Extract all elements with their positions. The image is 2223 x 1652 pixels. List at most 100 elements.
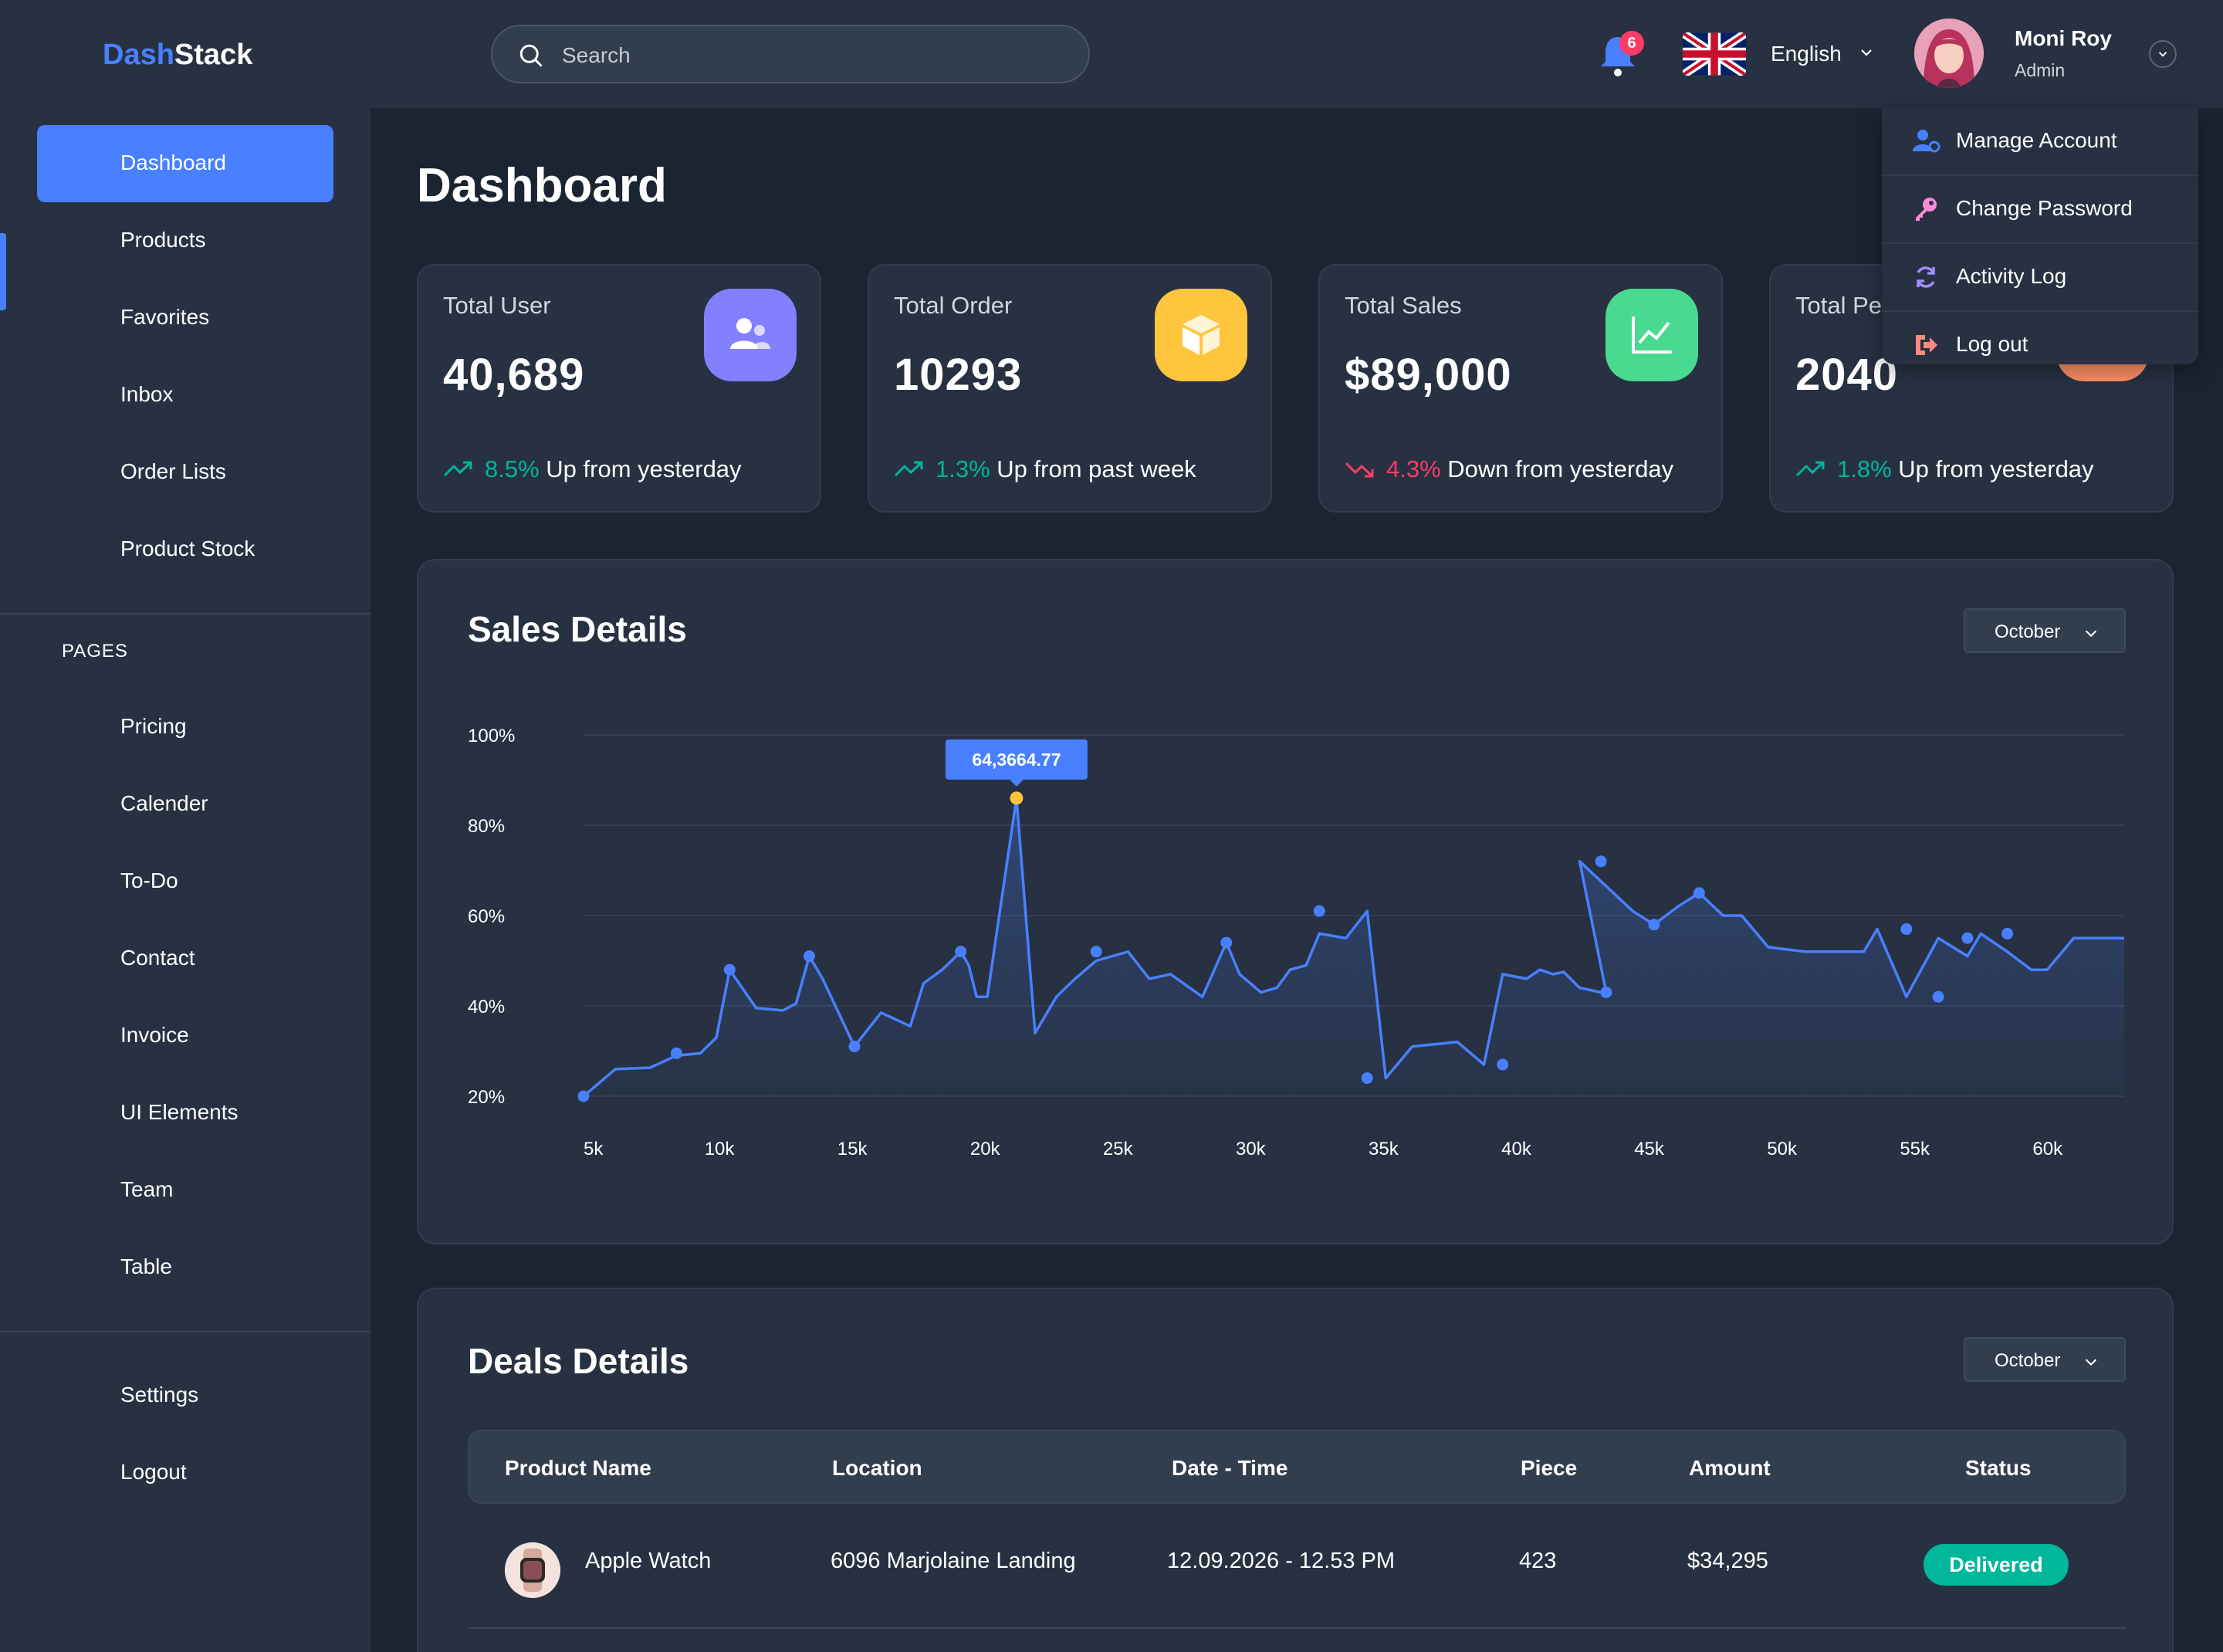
data-point [955,946,967,958]
data-point [1961,932,1974,944]
data-point [1220,936,1233,949]
sidebar-item-invoice[interactable]: Invoice [37,997,333,1075]
sidebar-item-pricing[interactable]: Pricing [37,689,333,766]
card-value: 2040 [1795,350,1899,400]
menu-item-activity-log[interactable]: Activity Log [1882,244,2198,312]
trending-up-icon [1795,461,1825,477]
menu-item-label: Log out [1956,332,2028,356]
uk-flag-icon[interactable] [1683,32,1746,76]
tooltip-pointer [1009,779,1024,787]
user-role: Admin [2015,60,2066,80]
month-select-value: October [1995,1350,2061,1371]
sidebar-item-label: Favorites [120,305,210,329]
card-trend-percent: 4.3% [1386,455,1441,482]
y-tick-label: 100% [468,726,515,746]
table-header: Product Name Location Date - Time Piece … [468,1430,2126,1504]
data-point [577,1090,590,1102]
sidebar-item-order-lists[interactable]: Order Lists [37,434,333,511]
sidebar-item-label: Invoice [120,1023,189,1047]
sales-details-panel: Sales Details October 100% 80% 60% 40% 20% 5k… [417,559,2174,1244]
chevron-down-icon [2085,1359,2097,1366]
sidebar-item-team[interactable]: Team [37,1152,333,1229]
line-chart-icon [1606,289,1698,381]
menu-item-change-password[interactable]: Change Password [1882,176,2198,244]
active-indicator [0,233,6,310]
sidebar-item-favorites[interactable]: Favorites [37,279,333,357]
search-placeholder: Search [562,43,631,67]
card-title: Total Sales [1345,292,1462,319]
sidebar-item-table[interactable]: Table [37,1229,333,1306]
month-select[interactable]: October [1964,1337,2126,1382]
y-tick-label: 60% [468,906,505,927]
data-point [1693,887,1705,899]
location: 6096 Marjolaine Landing [831,1549,1076,1573]
brand-logo-part2: Stack [174,39,253,71]
sidebar-item-products[interactable]: Products [37,202,333,279]
data-point [1090,946,1102,958]
card-title: Total Pe [1795,292,1883,319]
data-point [1497,1058,1509,1071]
sidebar-item-calender[interactable]: Calender [37,766,333,843]
notification-badge: 6 [1619,31,1644,56]
month-select[interactable]: October [1964,608,2126,653]
y-tick-label: 20% [468,1087,505,1108]
column-header[interactable]: Date - Time [1172,1456,1288,1480]
sidebar: Dashboard Products Favorites Inbox Order… [0,108,370,1652]
x-tick-label: 5k [584,1139,604,1159]
data-point [670,1047,682,1059]
user-name: Moni Roy [2015,26,2112,50]
sidebar-item-logout[interactable]: Logout [37,1434,333,1512]
card-trend: 1.8% Up from yesterday [1795,455,2094,483]
brand-logo[interactable]: DashStack [103,39,252,72]
card-trend-text: Up from past week [996,455,1196,482]
x-tick-label: 60k [2032,1139,2063,1159]
divider [0,1331,370,1332]
sidebar-item-product-stock[interactable]: Product Stock [37,511,333,588]
sidebar-item-label: Table [120,1254,172,1278]
sidebar-item-contact[interactable]: Contact [37,920,333,997]
menu-item-manage-account[interactable]: Manage Account [1882,108,2198,176]
card-trend-percent: 1.3% [936,455,990,482]
amount: $34,295 [1687,1549,1768,1573]
sidebar-item-label: Inbox [120,382,174,406]
key-icon [1916,198,1937,221]
logout-icon [1916,335,1937,355]
column-header[interactable]: Status [1965,1456,2032,1480]
divider [0,613,370,614]
sidebar-item-label: Pricing [120,714,187,738]
sales-chart: 100% 80% 60% 40% 20% 5k 10k 15k 20k 25k 30k 35k 40k 4… [468,726,2124,1159]
product-image [505,1542,560,1598]
column-header[interactable]: Amount [1689,1456,1771,1480]
data-point [1648,919,1660,931]
page-title: Dashboard [417,159,667,212]
top-bar: DashStack Search 6 English [0,0,2223,108]
search-input[interactable]: Search [491,25,1090,83]
sidebar-item-label: Order Lists [120,459,226,483]
x-tick-label: 45k [1634,1139,1665,1159]
sidebar-item-ui-elements[interactable]: UI Elements [37,1075,333,1152]
sidebar-item-settings[interactable]: Settings [37,1357,333,1434]
x-tick-label: 30k [1236,1139,1267,1159]
language-selector[interactable]: English [1771,42,1842,66]
notification-button[interactable]: 6 [1596,31,1644,77]
card-trend: 1.3% Up from past week [894,455,1196,483]
menu-item-label: Activity Log [1956,264,2067,288]
sidebar-item-todo[interactable]: To-Do [37,843,333,920]
profile-menu-toggle[interactable] [2149,40,2177,68]
table-row[interactable]: Apple Watch 6096 Marjolaine Landing 12.0… [468,1504,2126,1629]
chevron-down-icon[interactable] [1857,43,1876,62]
avatar[interactable] [1914,19,1984,88]
column-header[interactable]: Piece [1521,1456,1578,1480]
data-point [1600,986,1612,998]
column-header[interactable]: Product Name [505,1456,651,1480]
column-header[interactable]: Location [832,1456,922,1480]
sidebar-item-dashboard[interactable]: Dashboard [37,125,333,202]
sidebar-item-label: To-Do [120,868,178,892]
menu-item-logout[interactable]: Log out [1882,312,2198,380]
card-trend-percent: 8.5% [485,455,540,482]
stat-card-total-user: Total User 40,689 8.5% Up from yesterday [417,264,821,513]
box-icon [1155,289,1247,381]
sidebar-item-inbox[interactable]: Inbox [37,357,333,434]
card-trend-text: Up from yesterday [1898,455,2094,482]
card-title: Total Order [894,292,1013,319]
